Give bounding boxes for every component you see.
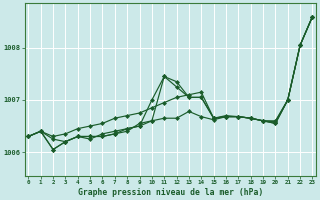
X-axis label: Graphe pression niveau de la mer (hPa): Graphe pression niveau de la mer (hPa): [78, 188, 263, 197]
